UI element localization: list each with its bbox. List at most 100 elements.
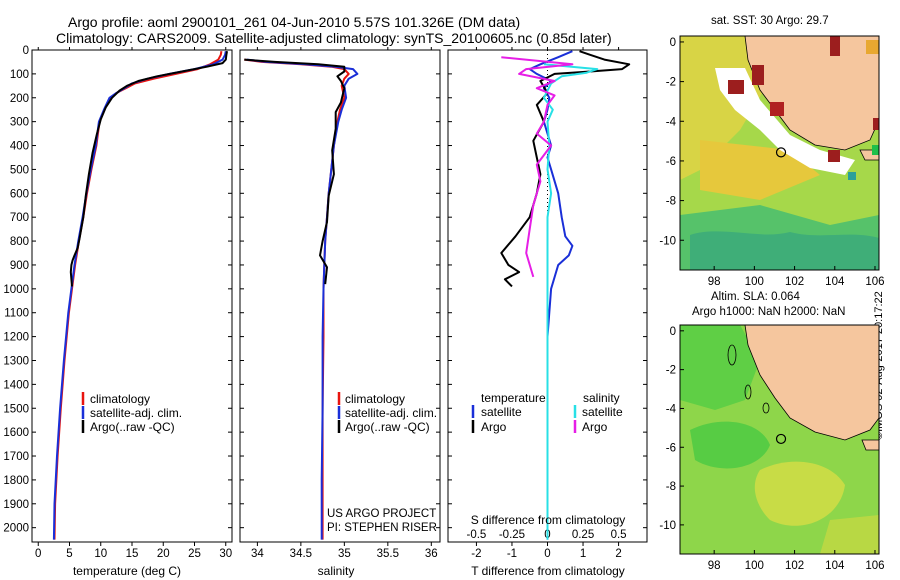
series-group	[500, 50, 631, 540]
sst-no-data-area	[715, 68, 855, 175]
sst-teal-patch	[690, 231, 879, 270]
map-x-tick-label: 106	[865, 560, 884, 572]
legend-header-salinity: salinity	[583, 391, 620, 405]
top-tick-label: -0.5	[467, 529, 487, 541]
series-group	[52, 51, 228, 540]
temperature-plot-frame	[31, 49, 233, 543]
map-y-tick-label: -6	[666, 156, 676, 168]
map-x-tick-label: 100	[745, 560, 764, 572]
sst-hot-cell	[873, 118, 879, 130]
map-y-tick-label: -6	[666, 442, 676, 454]
legend-label-satellite: satellite-adj. clim.	[90, 406, 182, 420]
legend-label-climatology: climatology	[345, 392, 405, 406]
map1-title: sat. SST: 30 Argo: 29.7	[711, 15, 829, 27]
sst-orange-cell	[866, 40, 879, 54]
salinity-axis-label: salinity	[318, 564, 355, 578]
temperature-legend: climatology satellite-adj. clim. Argo(..…	[81, 392, 182, 434]
sla-island	[727, 344, 737, 366]
x-tick-label: 0	[35, 548, 41, 560]
sla-low-patch-2	[820, 515, 879, 554]
sst-hot-cell	[770, 102, 784, 116]
figure-title-line2: Climatology: CARS2009. Satellite-adjuste…	[56, 30, 612, 46]
map-y-tick-label: -10	[659, 520, 676, 532]
y-tick-label: 400	[10, 141, 29, 153]
top-tick-label: 0.25	[572, 529, 594, 541]
y-tick-label: 1900	[3, 499, 29, 511]
map-y-tick-label: 0	[670, 326, 676, 338]
salinity-legend: climatology satellite-adj. clim. Argo(..…	[337, 392, 437, 434]
project-annotation: US ARGO PROJECT	[327, 508, 436, 520]
y-tick-label: 700	[10, 212, 29, 224]
diff-bottom-axis-label: T difference from climatology	[471, 564, 625, 578]
map2-title-line2: Argo h1000: NaN h2000: NaN	[692, 306, 846, 318]
map-x-tick-label: 100	[745, 276, 764, 288]
map-y-tick-label: -2	[666, 77, 676, 89]
x-tick-label: 15	[126, 548, 139, 560]
map-x-tick-label: 106	[865, 276, 884, 288]
sla-low-patch	[754, 461, 845, 526]
map2-title-line1: Altim. SLA: 0.064	[711, 291, 800, 303]
map-x-tick-label: 98	[708, 276, 721, 288]
argo-float-marker	[775, 147, 787, 158]
legend-label-argo: Argo(..raw -QC)	[90, 420, 175, 434]
y-tick-label: 1500	[3, 403, 29, 415]
map-y-tick-label: 0	[670, 37, 676, 49]
sst-hot-cell	[830, 36, 840, 56]
y-tick-label: 1000	[3, 284, 29, 296]
x-tick-label: 35	[338, 548, 351, 560]
x-tick-label: 20	[157, 548, 170, 560]
legend-label-argo: Argo(..raw -QC)	[345, 420, 430, 434]
series-group	[244, 58, 359, 540]
map-x-tick-label: 104	[825, 276, 845, 288]
x-tick-label: -2	[471, 548, 481, 560]
map-y-tick-label: -4	[666, 403, 677, 415]
sla-island	[744, 384, 752, 400]
sla-high-patch	[680, 325, 760, 410]
y-tick-label: 1100	[4, 308, 29, 320]
sst-hot-cell	[728, 80, 744, 94]
y-tick-label: 1300	[3, 355, 29, 367]
legend-header-temperature: temperature	[481, 391, 546, 405]
map-y-tick-label: -4	[666, 116, 677, 128]
x-tick-label: 36	[425, 548, 438, 560]
sst-hot-cell	[828, 150, 840, 162]
figure-title-line1: Argo profile: aoml 2900101_261 04-Jun-20…	[68, 14, 521, 30]
map-y-tick-label: -2	[666, 365, 676, 377]
sst-green-cell	[872, 145, 879, 155]
y-tick-label: 1400	[3, 379, 29, 391]
y-tick-label: 1700	[3, 451, 29, 463]
x-tick-label: 2	[615, 548, 621, 560]
y-tick-label: 800	[10, 236, 29, 248]
y-tick-label: 2000	[3, 523, 29, 535]
map-y-tick-label: -10	[659, 235, 676, 247]
argo-float-marker	[775, 433, 787, 445]
pi-annotation: PI: STEPHEN RISER	[327, 522, 437, 534]
y-tick-label: 200	[10, 93, 29, 105]
x-tick-label: 34.5	[290, 548, 312, 560]
legend-label-t-satellite: satellite	[481, 405, 522, 419]
map-x-tick-label: 102	[785, 276, 804, 288]
x-tick-label: 34	[251, 548, 264, 560]
sst-map-frame	[679, 35, 880, 271]
x-tick-label: 5	[66, 548, 72, 560]
legend-label-t-argo: Argo	[481, 420, 507, 434]
sst-teal-cell	[848, 172, 856, 180]
sla-map	[680, 325, 879, 554]
x-tick-label: 30	[219, 548, 232, 560]
y-tick-label: 600	[10, 188, 29, 200]
salinity-plot-frame	[239, 49, 441, 543]
sla-land-coast	[861, 439, 879, 451]
x-tick-label: -1	[507, 548, 517, 560]
y-tick-label: 900	[10, 260, 29, 272]
x-tick-label: 0	[544, 548, 550, 560]
sla-map-frame	[679, 324, 880, 555]
temperature-axis-label: temperature (deg C)	[73, 564, 181, 578]
y-tick-label: 100	[10, 69, 29, 81]
x-tick-label: 10	[94, 548, 107, 560]
map-y-tick-label: -8	[666, 481, 676, 493]
series-line-argo-raw-qc-	[69, 51, 228, 287]
sla-land	[744, 325, 879, 441]
diff-top-axis-label: S difference from climatology	[471, 513, 626, 527]
y-tick-label: 500	[10, 164, 29, 176]
map-x-tick-label: 104	[825, 560, 845, 572]
